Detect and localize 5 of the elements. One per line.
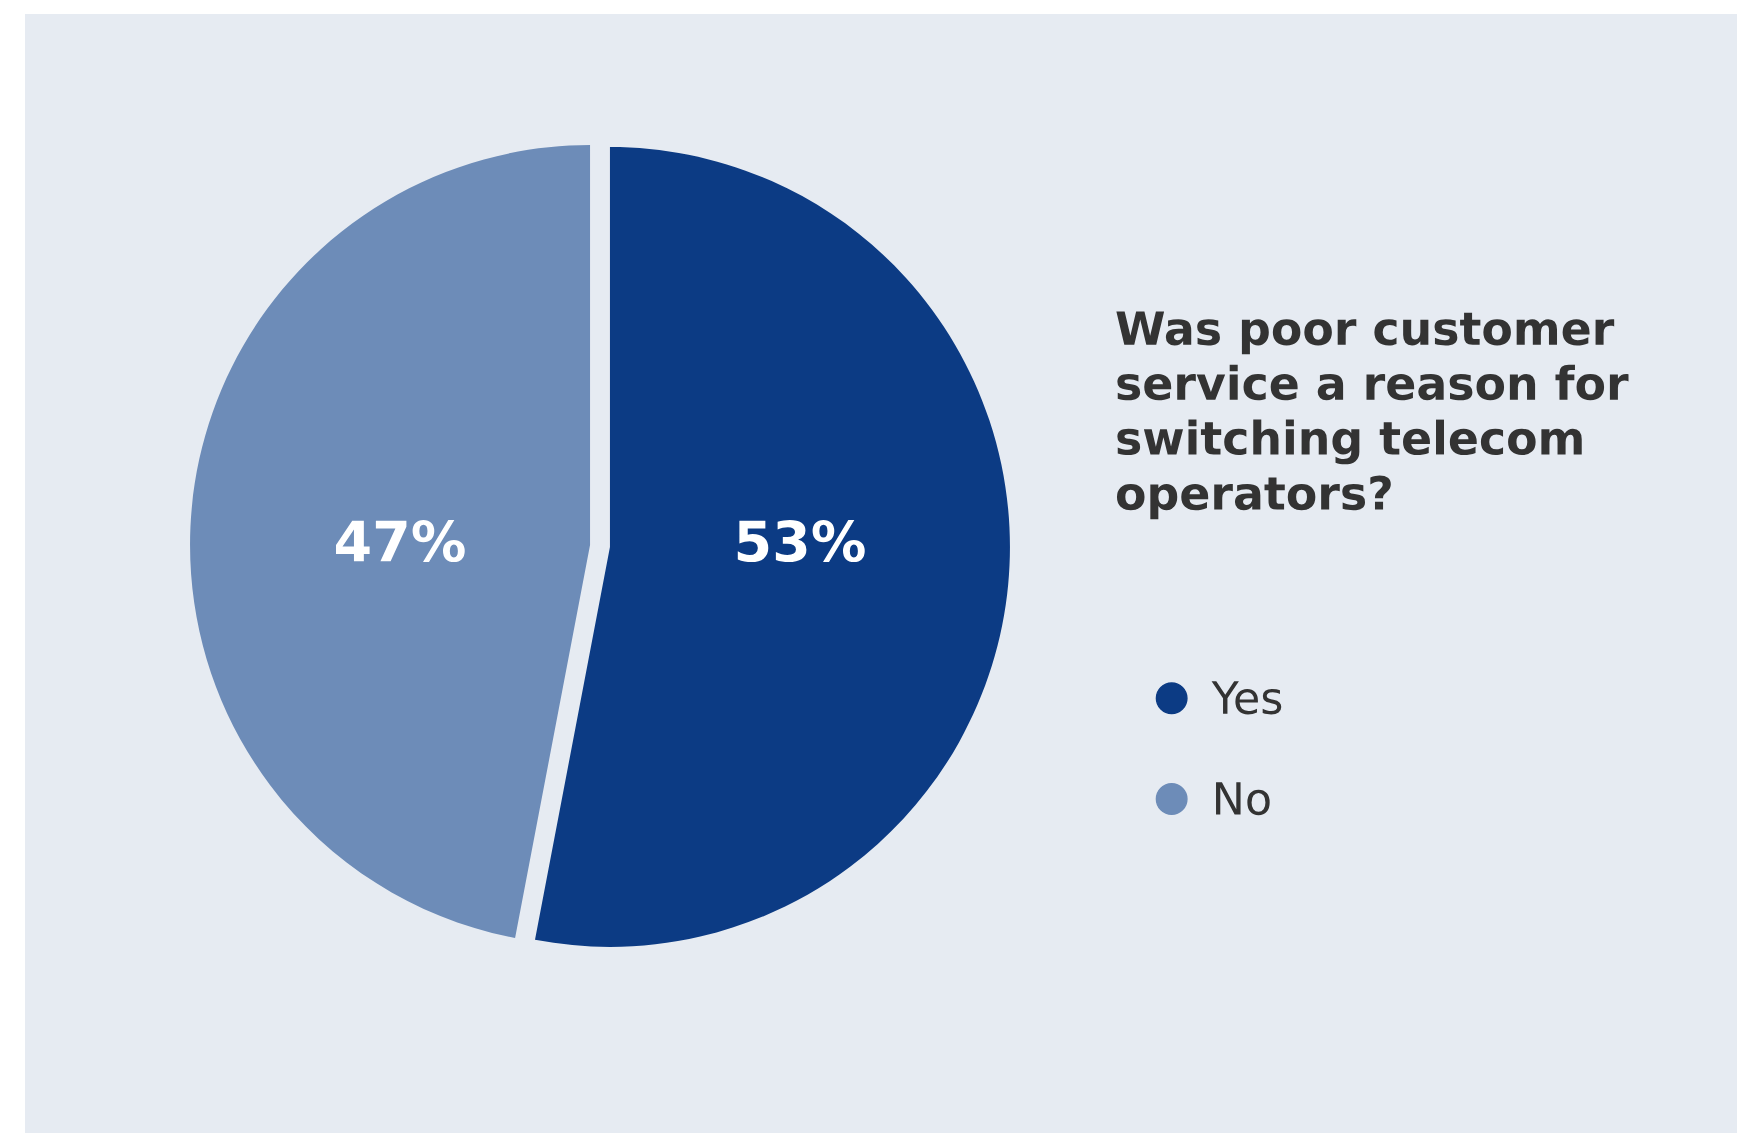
legend-label: No bbox=[1216, 782, 1270, 816]
text: Was poor customer service a reason for switching telecom operators? bbox=[1116, 311, 1629, 520]
data-label: 53% bbox=[737, 520, 865, 563]
legend-label: Yes bbox=[1211, 681, 1282, 715]
data-label: 47% bbox=[336, 520, 465, 563]
